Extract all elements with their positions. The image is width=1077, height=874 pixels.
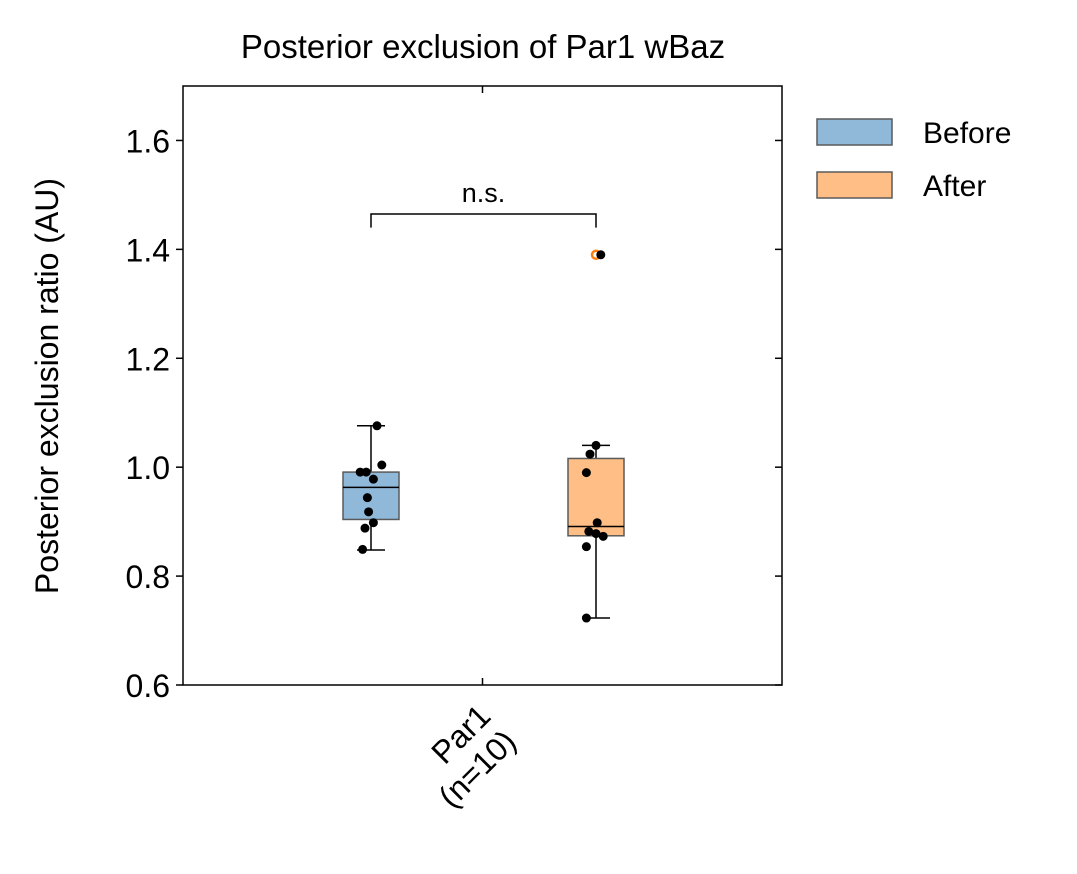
y-tick-label: 1.6: [126, 123, 170, 159]
chart-title: Posterior exclusion of Par1 wBaz: [241, 28, 725, 65]
data-point: [581, 613, 591, 623]
y-tick-label: 0.8: [126, 559, 170, 595]
y-axis-label: Posterior exclusion ratio (AU): [29, 178, 65, 594]
box-before: [342, 421, 400, 554]
legend: Before After: [816, 117, 1011, 203]
legend-item-after: After: [816, 170, 986, 203]
legend-item-before: Before: [816, 117, 1011, 150]
y-tick-label: 1.4: [126, 232, 170, 268]
x-tick-label: Par1(n=10): [406, 697, 523, 814]
data-point: [364, 507, 374, 517]
data-point: [598, 531, 608, 541]
data-point: [592, 518, 602, 528]
plot-area: [182, 85, 783, 686]
y-axis: 0.6 0.8 1.0 1.2 1.4 1.6: [126, 123, 782, 704]
data-point: [368, 518, 378, 528]
data-point: [585, 449, 595, 459]
axes-frame: [182, 85, 783, 686]
legend-swatch: [816, 171, 893, 199]
y-tick-label: 1.2: [126, 341, 170, 377]
data-point: [581, 542, 591, 552]
significance-annotation: n.s.: [370, 178, 597, 228]
data-point: [360, 523, 370, 533]
data-point: [362, 493, 372, 503]
y-tick-label: 0.6: [126, 668, 170, 704]
data-point: [368, 474, 378, 484]
data-point: [591, 529, 601, 539]
data-point: [372, 421, 382, 431]
box-after: [567, 249, 625, 623]
data-point: [581, 468, 591, 478]
data-point: [584, 526, 594, 536]
data-point: [591, 440, 601, 450]
significance-label: n.s.: [462, 178, 506, 208]
data-point: [596, 250, 606, 260]
legend-label: Before: [923, 117, 1011, 150]
box-series: [342, 249, 625, 623]
data-point: [361, 467, 371, 477]
data-point: [358, 544, 368, 554]
legend-label: After: [923, 170, 986, 203]
legend-swatch: [816, 118, 893, 146]
data-point: [377, 460, 387, 470]
significance-bracket: [370, 213, 597, 228]
y-tick-label: 1.0: [126, 450, 170, 486]
